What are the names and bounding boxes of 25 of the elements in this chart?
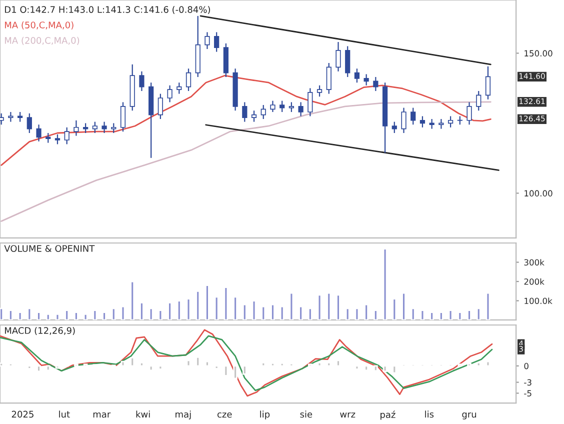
y-tick-label: 200k [524,278,544,285]
x-tick-label: sie [300,410,312,418]
x-tick-label: wrz [340,412,356,418]
x-tick-label: kwi [136,410,150,418]
y-tick-label: -5 [524,390,532,396]
text: MA (50,C,MA,0) [5,21,74,30]
text: D1 O:142.7 H:143.0 L:141.3 C:141.6 (-0.84%) [5,6,210,14]
y-tick-label: 100.00 [524,190,552,196]
x-tick-label: mar [93,412,111,418]
x-tick-label: cze [217,412,232,418]
x-tick-label: paź [380,410,396,420]
y-tick-label: 0 [524,362,528,370]
chart-title: MACD (12,26,9) [5,326,75,335]
x-tick-label: lut [59,410,70,418]
y-tick-label: 100.0k [524,298,552,304]
x-tick-label: 2025 [12,410,34,418]
x-tick-label: lis [425,410,434,418]
y-tick-label: -3 [524,379,532,386]
chart-title: VOLUME & OPENINT [4,245,95,252]
y-tick-label: 150.00 [524,50,552,56]
text: MA (200,C,MA,0) [5,36,80,45]
x-tick-label: lip [260,410,270,420]
x-tick-label: gru [462,412,476,420]
x-tick-label: maj [176,410,191,420]
y-tick-label: 300k [524,259,544,266]
